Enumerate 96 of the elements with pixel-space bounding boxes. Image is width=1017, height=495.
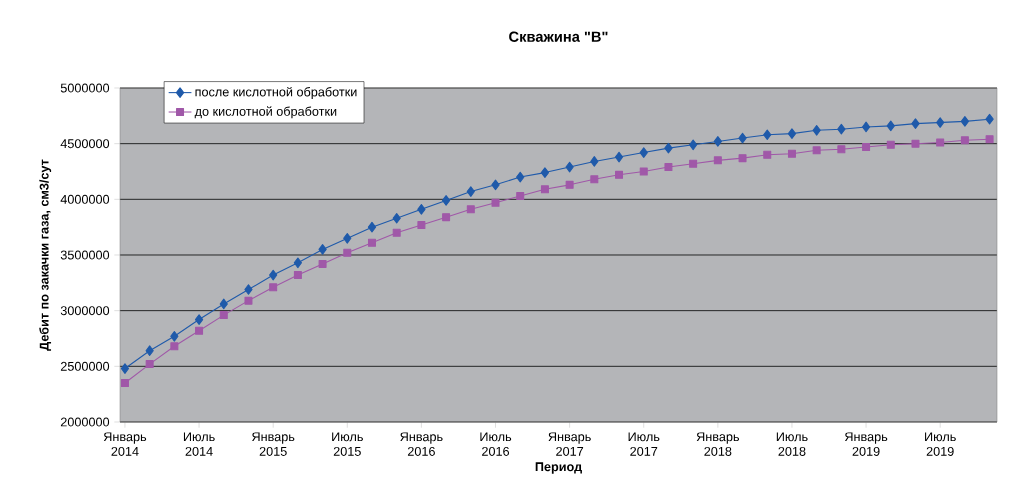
point [664, 142, 673, 154]
point [615, 170, 624, 179]
point [886, 120, 895, 132]
point [120, 363, 130, 374]
x-axis-title: Период [535, 462, 582, 474]
point [417, 204, 426, 215]
point [614, 151, 624, 163]
point [491, 179, 500, 191]
point [293, 257, 303, 269]
point [565, 180, 574, 189]
x-tick-label: Июль 2015 [332, 432, 363, 456]
point [738, 132, 747, 144]
point [936, 138, 945, 147]
y-tick-label: 4000000 [60, 194, 110, 204]
point [219, 298, 228, 310]
point [639, 147, 648, 158]
point [713, 156, 722, 165]
y-tick-label: 3000000 [60, 306, 110, 316]
point [812, 124, 821, 136]
point [367, 221, 377, 233]
point [738, 154, 747, 163]
point [491, 198, 500, 207]
chart-title: Скважина "В" [509, 31, 608, 42]
x-tick-label: Июль 2019 [925, 432, 956, 456]
x-tick-label: Январь 2016 [400, 432, 443, 456]
y-tick-label: 2000000 [60, 417, 110, 427]
point [812, 146, 821, 155]
point [145, 345, 154, 357]
point [590, 175, 599, 184]
legend-label: до кислотной обработки [194, 106, 337, 119]
x-tick-label: Июль 2018 [776, 432, 808, 456]
y-tick-label: 4500000 [60, 139, 110, 149]
x-tick-label: Январь 2019 [844, 432, 888, 456]
point [195, 326, 204, 335]
point [960, 136, 969, 145]
x-tick-label: Январь 2014 [103, 432, 147, 456]
point [664, 163, 673, 172]
point [343, 232, 352, 244]
point [639, 167, 648, 176]
point [985, 135, 994, 144]
point [244, 296, 253, 305]
point [540, 167, 550, 178]
point [293, 271, 302, 280]
point [516, 171, 525, 183]
point [960, 116, 970, 127]
point [837, 123, 846, 135]
point [417, 220, 426, 229]
point [318, 259, 327, 268]
point [763, 150, 772, 159]
point [713, 136, 722, 147]
point [170, 342, 179, 351]
point [466, 205, 475, 214]
point [441, 195, 451, 206]
point [886, 140, 895, 149]
point [244, 284, 253, 295]
y-tick-label: 2500000 [60, 361, 110, 371]
point [985, 113, 994, 125]
point [565, 161, 574, 173]
point [837, 145, 846, 154]
point [367, 238, 376, 247]
y-tick-label: 3500000 [60, 250, 110, 260]
point [689, 159, 698, 168]
point [911, 139, 920, 148]
point [590, 156, 599, 167]
point [936, 117, 945, 128]
point [269, 269, 278, 281]
point [516, 191, 525, 200]
point [861, 121, 871, 133]
point [318, 244, 327, 255]
point [787, 149, 796, 158]
point [689, 139, 698, 151]
x-tick-label: Июль 2014 [183, 432, 215, 456]
point [862, 142, 871, 151]
x-tick-label: Январь 2017 [548, 432, 591, 456]
point [787, 128, 797, 139]
point [392, 212, 401, 224]
x-tick-label: Январь 2018 [696, 432, 740, 456]
point [269, 283, 278, 292]
point [170, 330, 179, 342]
y-axis-title: Дебит по закачки газа, см3/сут [39, 159, 52, 351]
point [392, 228, 401, 237]
point [145, 360, 154, 369]
point [343, 248, 352, 257]
point [442, 213, 451, 222]
x-tick-label: Январь 2015 [252, 432, 295, 456]
point [763, 129, 772, 141]
point [219, 311, 228, 320]
x-tick-label: Июль 2016 [480, 432, 512, 456]
point [120, 379, 129, 388]
y-tick-label: 5000000 [60, 83, 110, 93]
point [466, 186, 475, 197]
point [194, 314, 204, 325]
point [540, 185, 549, 194]
legend-label: после кислотной обработки [195, 86, 357, 99]
point [911, 118, 920, 129]
x-tick-label: Июль 2017 [628, 432, 660, 456]
